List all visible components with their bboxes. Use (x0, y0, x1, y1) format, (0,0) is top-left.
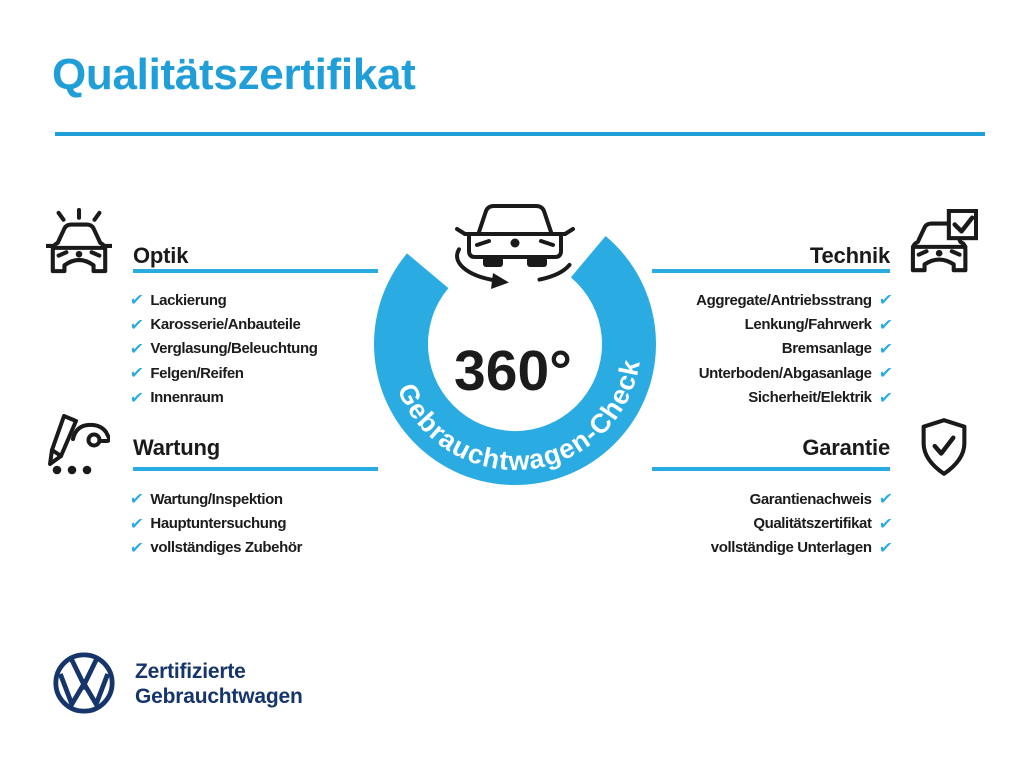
checklist-item-label: Hauptuntersuchung (150, 515, 287, 533)
checklist-item: ✔ Bremsanlage (781, 337, 894, 361)
checklist-item: ✔ Verglasung/Beleuchtung (128, 337, 318, 361)
section-rule-technik (652, 269, 890, 273)
badge-ring (374, 236, 657, 486)
checklist-technik: ✔ Aggregate/Antriebsstrang ✔ Lenkung/Fahrwe… (696, 288, 894, 410)
checklist-item: ✔ Unterboden/Abgasanlage (698, 361, 894, 385)
section-title-wartung: Wartung (133, 435, 220, 460)
checklist-item-label: Wartung/Inspektion (150, 490, 283, 508)
degree-label: 360° (454, 339, 572, 403)
checklist-item-label: Felgen/Reifen (150, 364, 244, 382)
checklist-item: ✔ Hauptuntersuchung (128, 511, 302, 535)
rotating-car-icon (455, 204, 575, 289)
checklist-wartung: ✔ Wartung/Inspektion ✔ Hauptuntersuchung ✔ vo… (128, 487, 303, 560)
brand-line-1: Zertifizierte (135, 660, 246, 683)
check-icon: ✔ (877, 387, 894, 407)
check-icon: ✔ (877, 338, 894, 358)
checklist-garantie: ✔ Garantienachweis ✔ Qualitätszertifikat ✔ vo… (710, 487, 894, 560)
check-icon: ✔ (128, 290, 145, 310)
section-rule-wartung (133, 467, 378, 471)
brand-wordmark: Zertifizierte Gebrauchtwagen (135, 660, 303, 709)
checklist-item-label: Unterboden/Abgasanlage (698, 364, 872, 382)
check-icon: ✔ (128, 489, 145, 509)
check-icon: ✔ (877, 290, 894, 310)
section-title-optik: Optik (133, 243, 189, 268)
checklist-item-label: Karosserie/Anbauteile (150, 316, 301, 334)
checklist-item: ✔ Sicherheit/Elektrik (748, 386, 894, 410)
section-title-technik: Technik (809, 243, 890, 268)
check-icon: ✔ (128, 338, 145, 358)
section-rule-optik (133, 269, 378, 273)
checklist-item-label: Qualitätszertifikat (753, 515, 872, 533)
section-rule-garantie (652, 467, 890, 471)
checklist-item: ✔ Lackierung (128, 288, 317, 312)
check-icon: ✔ (128, 537, 145, 557)
checklist-item: ✔ Aggregate/Antriebsstrang (696, 288, 894, 312)
checklist-item-label: Verglasung/Beleuchtung (150, 340, 318, 358)
checklist-item: ✔ Karosserie/Anbauteile (128, 312, 317, 336)
checklist-item-label: Garantienachweis (749, 490, 872, 508)
checklist-item: ✔ Innenraum (128, 386, 317, 410)
checklist-item: ✔ Qualitätszertifikat (753, 511, 894, 535)
title-divider (55, 132, 985, 136)
check-icon: ✔ (128, 513, 145, 533)
check-icon: ✔ (128, 363, 145, 383)
checklist-item-label: Lackierung (150, 291, 227, 309)
checklist-item: ✔ Lenkung/Fahrwerk (744, 312, 894, 336)
check-icon: ✔ (877, 489, 894, 509)
vw-logo (53, 652, 115, 714)
brand-line-2: Gebrauchtwagen (135, 684, 303, 708)
checklist-item: ✔ Wartung/Inspektion (128, 487, 302, 511)
section-title-garantie: Garantie (802, 435, 890, 460)
360-check-badge: Gebrauchtwagen-Check 360° (374, 204, 657, 486)
check-icon: ✔ (877, 363, 894, 383)
check-icon: ✔ (128, 387, 145, 407)
checklist-item-label: Sicherheit/Elektrik (748, 389, 872, 407)
checklist-item-label: vollständige Unterlagen (710, 539, 872, 557)
check-icon: ✔ (877, 314, 894, 334)
check-icon: ✔ (877, 513, 894, 533)
checklist-item-label: Aggregate/Antriebsstrang (696, 291, 872, 309)
checklist-optik: ✔ Lackierung ✔ Karosserie/Anbauteile ✔ Vergla… (128, 288, 318, 410)
check-icon: ✔ (877, 537, 894, 557)
checklist-item-label: vollständiges Zubehör (150, 539, 303, 557)
checklist-item: ✔ Felgen/Reifen (128, 361, 317, 385)
page-title: Qualitätszertifikat (52, 50, 416, 99)
sparkling-car-icon (46, 208, 112, 274)
shield-check-icon (921, 418, 967, 476)
checklist-item-label: Bremsanlage (781, 340, 872, 358)
service-checklist-icon (48, 414, 110, 475)
check-icon: ✔ (128, 314, 145, 334)
checklist-item-label: Innenraum (150, 389, 224, 407)
checklist-item: ✔ vollständiges Zubehör (128, 536, 303, 560)
checklist-item-label: Lenkung/Fahrwerk (744, 316, 872, 334)
checklist-item: ✔ vollständige Unterlagen (710, 536, 894, 560)
car-checkbox-icon (910, 209, 978, 273)
checklist-item: ✔ Garantienachweis (749, 487, 894, 511)
